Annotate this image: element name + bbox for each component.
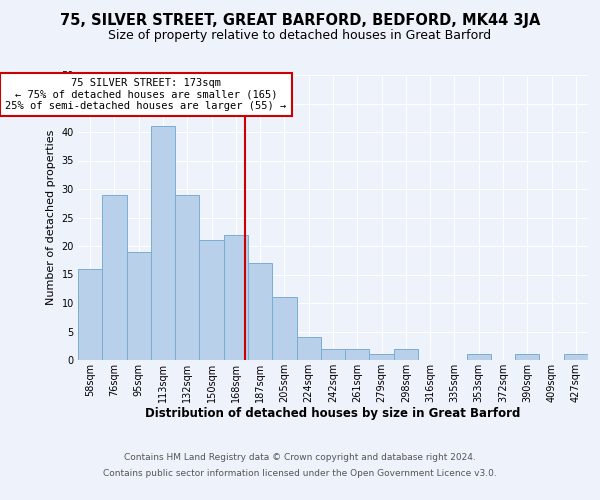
Bar [345, 348, 370, 360]
Text: Contains public sector information licensed under the Open Government Licence v3: Contains public sector information licen… [103, 469, 497, 478]
Bar [515, 354, 539, 360]
Bar [102, 194, 127, 360]
Bar [175, 194, 199, 360]
Bar [272, 298, 296, 360]
Bar [224, 234, 248, 360]
Bar [78, 269, 102, 360]
Text: 75 SILVER STREET: 173sqm
← 75% of detached houses are smaller (165)
25% of semi-: 75 SILVER STREET: 173sqm ← 75% of detach… [5, 78, 287, 111]
Text: Contains HM Land Registry data © Crown copyright and database right 2024.: Contains HM Land Registry data © Crown c… [124, 452, 476, 462]
Bar [127, 252, 151, 360]
Text: Distribution of detached houses by size in Great Barford: Distribution of detached houses by size … [145, 408, 521, 420]
Bar [467, 354, 491, 360]
Bar [564, 354, 588, 360]
Text: Size of property relative to detached houses in Great Barford: Size of property relative to detached ho… [109, 29, 491, 42]
Bar [394, 348, 418, 360]
Bar [248, 263, 272, 360]
Bar [370, 354, 394, 360]
Bar [296, 337, 321, 360]
Y-axis label: Number of detached properties: Number of detached properties [46, 130, 56, 305]
Bar [151, 126, 175, 360]
Text: 75, SILVER STREET, GREAT BARFORD, BEDFORD, MK44 3JA: 75, SILVER STREET, GREAT BARFORD, BEDFOR… [60, 12, 540, 28]
Bar [199, 240, 224, 360]
Bar [321, 348, 345, 360]
